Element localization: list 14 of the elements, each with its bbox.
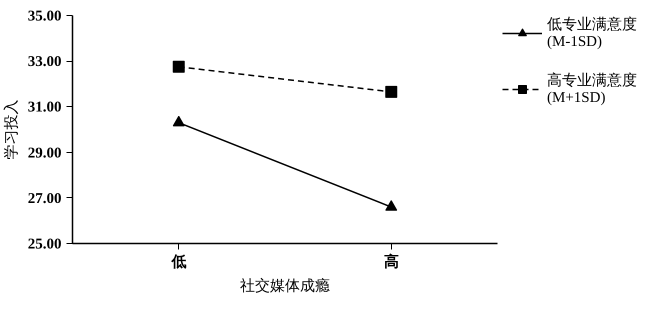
y-tick-label: 27.00 — [28, 190, 62, 207]
y-tick-label: 33.00 — [28, 54, 62, 70]
point — [385, 86, 398, 98]
y-tick-label: 29.00 — [28, 145, 62, 162]
legend-label: 低专业满意度 (M-1SD) — [547, 15, 637, 51]
legend-label: 高专业满意度 (M+1SD) — [547, 71, 637, 107]
point — [172, 60, 185, 73]
y-tick-label: 31.00 — [28, 100, 62, 116]
y-tick-label: 35.00 — [28, 8, 62, 24]
x-tick-label: 高 — [384, 252, 399, 270]
x-tick-label: 低 — [170, 254, 186, 270]
y-tick-label: 25.00 — [28, 236, 62, 252]
y-axis-title: 学习投入 — [2, 100, 20, 160]
x-axis-title: 社交媒体成瘾 — [240, 278, 330, 294]
